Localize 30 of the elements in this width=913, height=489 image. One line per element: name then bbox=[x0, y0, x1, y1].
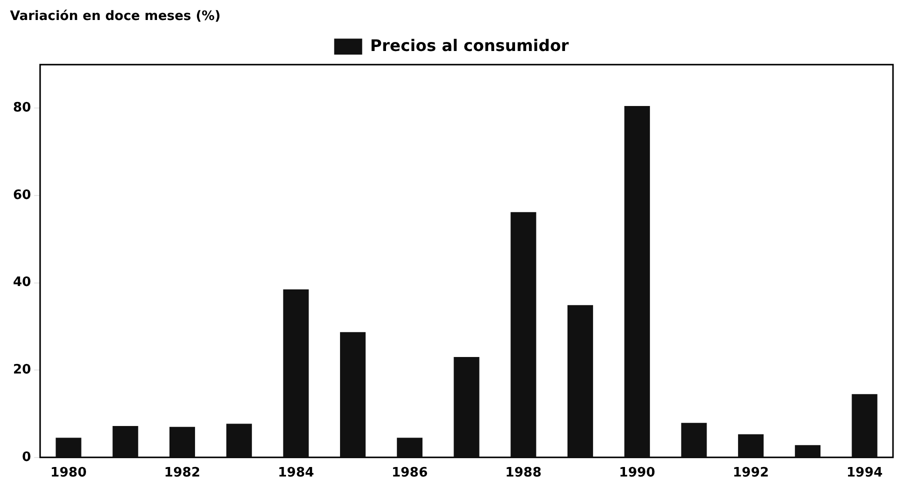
bar bbox=[283, 289, 309, 457]
bar bbox=[567, 305, 594, 457]
y-tick-label: 80 bbox=[12, 100, 32, 116]
legend-label: Precios al consumidor bbox=[370, 36, 569, 55]
bar bbox=[510, 212, 536, 457]
y-tick-label: 0 bbox=[22, 450, 32, 465]
x-tick-label: 1980 bbox=[50, 466, 87, 481]
bar bbox=[454, 357, 480, 457]
chart-title: Variación en doce meses (%) bbox=[10, 9, 221, 24]
bar bbox=[738, 434, 764, 457]
x-tick-label: 1984 bbox=[278, 466, 314, 481]
bar bbox=[681, 422, 707, 457]
bar bbox=[112, 426, 138, 457]
bar bbox=[169, 426, 196, 457]
y-tick-label: 40 bbox=[12, 275, 32, 290]
bar bbox=[226, 424, 252, 457]
bar bbox=[624, 106, 650, 457]
bar bbox=[396, 438, 422, 457]
bar bbox=[852, 394, 878, 457]
y-tick-label: 20 bbox=[12, 362, 32, 378]
bar bbox=[794, 445, 821, 457]
x-tick-label: 1992 bbox=[732, 466, 769, 481]
bar bbox=[56, 438, 82, 457]
x-tick-label: 1994 bbox=[846, 466, 883, 481]
x-tick-label: 1990 bbox=[619, 466, 656, 481]
x-tick-label: 1982 bbox=[164, 466, 200, 481]
y-tick-label: 60 bbox=[12, 188, 32, 203]
x-tick-label: 1986 bbox=[392, 466, 428, 481]
bar bbox=[340, 332, 366, 457]
x-tick-label: 1988 bbox=[505, 466, 542, 481]
